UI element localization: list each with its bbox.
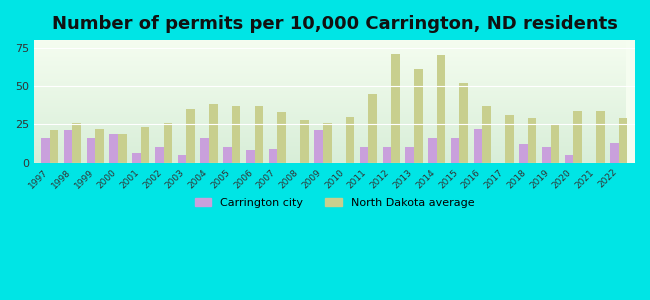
Bar [268, 149, 278, 163]
Bar [460, 83, 468, 163]
Bar [118, 134, 127, 163]
Bar [437, 56, 445, 163]
Bar [619, 118, 627, 163]
Bar [391, 54, 400, 163]
Bar [314, 130, 323, 163]
Bar [132, 153, 141, 163]
Bar [414, 69, 422, 163]
Title: Number of permits per 10,000 Carrington, ND residents: Number of permits per 10,000 Carrington,… [51, 15, 618, 33]
Bar [369, 94, 377, 163]
Bar [406, 147, 414, 163]
Bar [49, 130, 58, 163]
Bar [383, 147, 391, 163]
Bar [359, 147, 369, 163]
Bar [346, 117, 354, 163]
Bar [187, 109, 195, 163]
Bar [86, 138, 96, 163]
Bar [519, 144, 528, 163]
Bar [223, 147, 232, 163]
Bar [177, 155, 187, 163]
Bar [64, 130, 72, 163]
Bar [323, 123, 332, 163]
Bar [505, 115, 514, 163]
Bar [474, 129, 482, 163]
Bar [96, 129, 104, 163]
Bar [565, 155, 573, 163]
Bar [209, 104, 218, 163]
Bar [164, 123, 172, 163]
Bar [246, 150, 255, 163]
Bar [482, 106, 491, 163]
Bar [141, 128, 150, 163]
Bar [573, 110, 582, 163]
Bar [528, 118, 536, 163]
Bar [596, 110, 605, 163]
Bar [155, 147, 164, 163]
Bar [610, 143, 619, 163]
Legend: Carrington city, North Dakota average: Carrington city, North Dakota average [190, 193, 479, 212]
Bar [428, 138, 437, 163]
Bar [551, 124, 559, 163]
Bar [300, 120, 309, 163]
Bar [278, 112, 286, 163]
Bar [451, 138, 460, 163]
Bar [232, 106, 240, 163]
Bar [542, 147, 551, 163]
Bar [41, 138, 49, 163]
Bar [255, 106, 263, 163]
Bar [200, 138, 209, 163]
Bar [72, 123, 81, 163]
Bar [109, 134, 118, 163]
